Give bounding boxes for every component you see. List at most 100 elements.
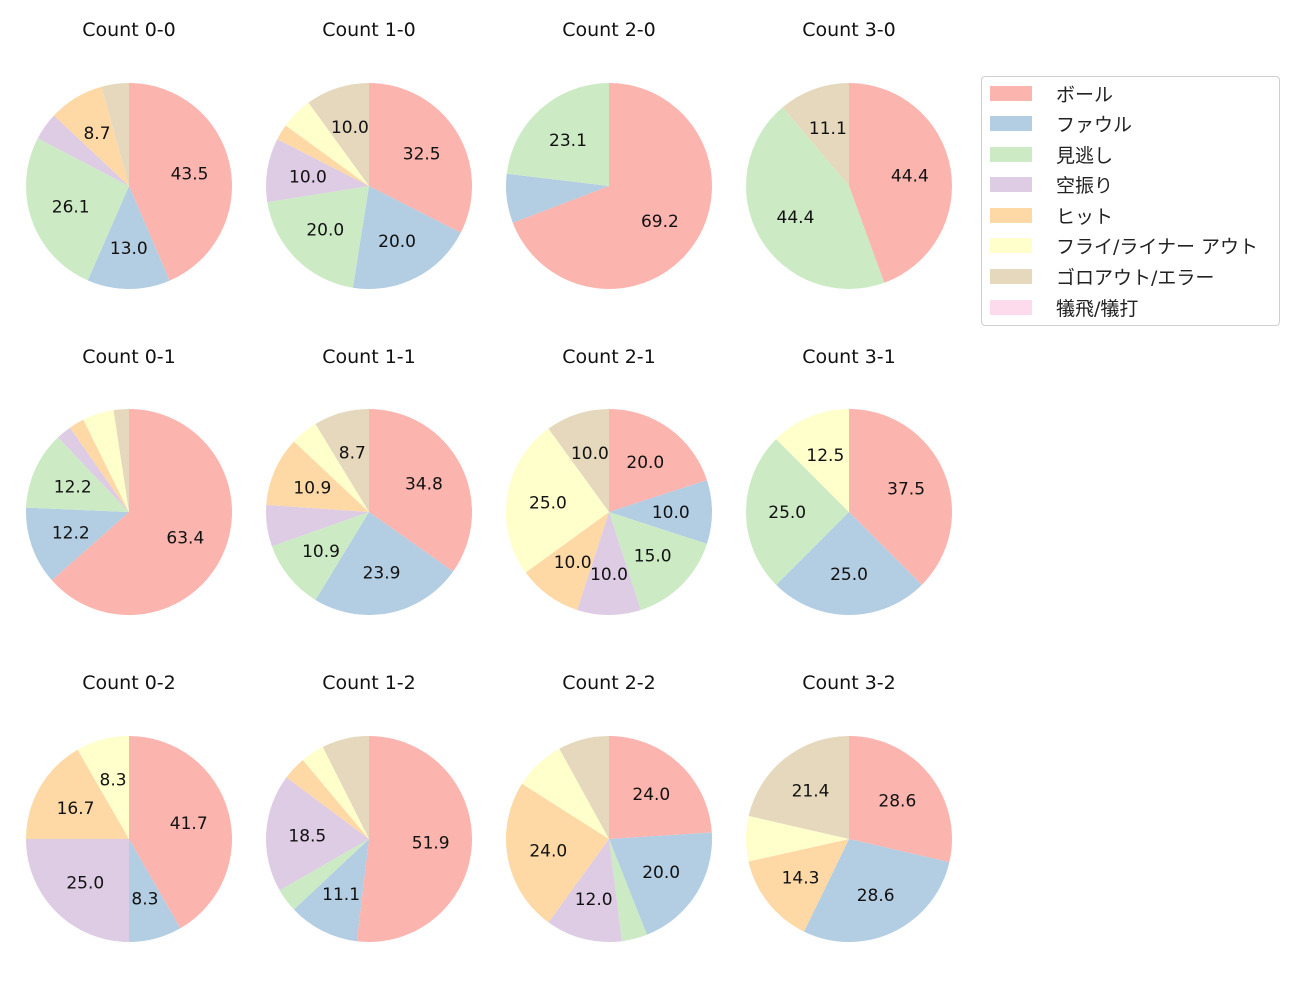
pie-slice — [26, 839, 129, 942]
pie-chart: Count 1-2 51.9 11.1 18.5 — [266, 672, 473, 943]
pie-title: Count 1-1 — [322, 346, 416, 368]
pie-slice — [279, 839, 369, 910]
pie-slice — [113, 409, 129, 512]
pie-slice — [87, 186, 170, 289]
pie-slice — [302, 746, 369, 839]
slice-label: 44.4 — [891, 166, 929, 186]
pie-chart: Count 3-1 37.5 25.0 25.0 12.5 — [746, 346, 952, 615]
pie-title: Count 1-2 — [322, 672, 416, 694]
pie-slice — [129, 839, 181, 942]
pie-chart: Count 1-1 34.8 23.9 10.9 10.9 8.7 — [265, 346, 473, 616]
legend-swatch — [990, 115, 1032, 131]
pie-slice — [609, 839, 647, 942]
pie-slice — [352, 186, 461, 290]
pie-slice — [748, 839, 849, 932]
pie-chart: Count 1-0 32.5 20.0 20.0 10.0 10.0 — [265, 19, 472, 290]
slice-label: 11.1 — [322, 885, 360, 905]
pie-slice — [748, 736, 849, 839]
pie-slice — [506, 173, 609, 223]
slice-label: 10.0 — [554, 553, 592, 573]
slice-label: 20.0 — [642, 863, 680, 883]
slice-label: 20.0 — [306, 221, 344, 241]
slice-label: 10.9 — [302, 542, 340, 562]
legend-swatch — [990, 207, 1032, 223]
slice-label: 8.7 — [83, 124, 110, 144]
legend-label: 犠飛/犠打 — [1056, 297, 1139, 320]
slice-label: 10.0 — [289, 167, 327, 187]
pie-slice — [609, 832, 712, 935]
legend-item: ゴロアウト/エラー — [990, 266, 1214, 289]
legend-swatch — [990, 237, 1032, 253]
pie-slice — [609, 480, 712, 544]
pie-slice — [266, 441, 369, 512]
slice-label: 8.3 — [131, 890, 158, 910]
slice-label: 26.1 — [52, 197, 90, 217]
legend-label: 見逃し — [1056, 144, 1114, 167]
slice-label: 24.0 — [632, 785, 670, 805]
slice-label: 43.5 — [171, 165, 209, 185]
pie-title: Count 2-0 — [562, 19, 656, 41]
pie-chart: Count 0-0 43.5 13.0 26.1 8.7 — [25, 19, 232, 289]
pie-slice — [101, 83, 129, 186]
slice-label: 32.5 — [403, 145, 441, 165]
slice-label: 20.0 — [378, 232, 416, 252]
pie-slice — [745, 107, 885, 290]
pie-slice — [26, 437, 130, 512]
slice-label: 14.3 — [782, 868, 820, 888]
legend-label: ゴロアウト/エラー — [1056, 266, 1215, 289]
legend-item: 見逃し — [990, 144, 1113, 167]
pie-slice — [315, 512, 454, 616]
legend-label: 空振り — [1056, 174, 1114, 197]
pie-slice — [746, 815, 849, 862]
slice-label: 10.0 — [571, 444, 609, 464]
pie-title: Count 3-1 — [802, 346, 896, 368]
pie-slice — [506, 83, 609, 186]
pie-slice — [285, 102, 369, 186]
slice-label: 51.9 — [412, 834, 450, 854]
pie-title: Count 0-0 — [82, 19, 176, 41]
pie-slice — [322, 736, 369, 839]
pie-slice — [522, 748, 609, 839]
legend-item: フライ/ライナー アウト — [990, 235, 1258, 258]
pie-title: Count 1-0 — [322, 19, 416, 41]
slice-label: 12.0 — [575, 890, 613, 910]
legend-label: ヒット — [1056, 205, 1114, 228]
legend-swatch — [990, 176, 1032, 192]
pie-slice — [37, 115, 129, 186]
pie-slice — [57, 427, 130, 512]
slice-label: 69.2 — [641, 212, 679, 232]
pie-chart: Count 0-241.78.325.016.78.3 — [26, 672, 232, 942]
pie-slice — [293, 839, 369, 942]
pie-slice — [271, 512, 369, 600]
legend-label: ボール — [1056, 83, 1114, 106]
slice-label: 25.0 — [529, 493, 567, 513]
legend-swatch — [990, 299, 1032, 315]
pie-title: Count 3-2 — [802, 672, 896, 694]
slice-label: 12.2 — [54, 477, 92, 497]
pie-title: Count 2-1 — [562, 346, 656, 368]
pie-slice — [609, 736, 712, 839]
pie-slice — [83, 410, 129, 512]
pie-slice — [129, 736, 232, 929]
pie-slice — [265, 139, 369, 203]
pie-slice — [25, 138, 130, 281]
pie-slice — [746, 439, 849, 585]
pie-slice — [609, 512, 707, 610]
pie-title: Count 2-2 — [562, 672, 656, 694]
pie-slice — [51, 409, 233, 615]
slice-label: 8.7 — [339, 443, 366, 463]
pie-chart: Count 2-2 24.0 20.0 12.0 24.0 — [505, 672, 712, 942]
legend-swatch — [990, 146, 1032, 162]
pie-slice — [277, 125, 369, 186]
slice-label: 10.0 — [331, 118, 369, 138]
slice-label: 12.2 — [52, 524, 90, 544]
pie-chart: Count 0-1 63.4 12.2 12.2 — [26, 346, 233, 615]
pie-chart: Count 3-2 28.6 28.6 14.3 21.4 — [746, 672, 953, 943]
pie-slice — [315, 409, 369, 512]
pie-chart: Count 3-0 44.4 44.4 11.1 — [745, 19, 953, 290]
pie-slice — [267, 186, 369, 288]
pie-title: Count 0-2 — [82, 672, 176, 694]
slice-label: 24.0 — [529, 842, 567, 862]
pie-chart: Count 2-0 69.2 23.1 — [506, 19, 712, 290]
